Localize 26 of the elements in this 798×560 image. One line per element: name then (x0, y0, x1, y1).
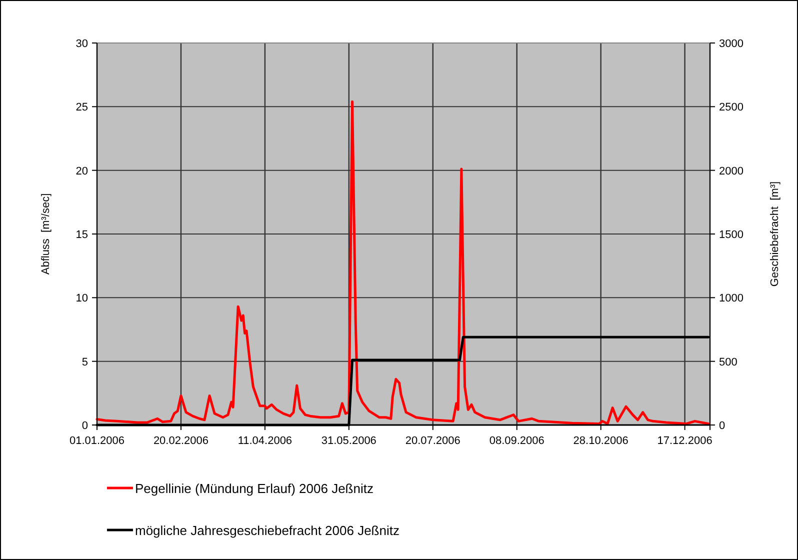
y-tick-label: 25 (76, 102, 88, 114)
x-tick-label: 08.09.2006 (489, 435, 544, 447)
y-tick-label: 0 (82, 420, 88, 432)
y-axis-title: Abfluss [m³/sec] (40, 193, 52, 275)
x-tick-label: 20.07.2006 (405, 435, 460, 447)
y2-tick-label: 1500 (719, 229, 744, 241)
y2-tick-label: 2000 (719, 165, 744, 178)
x-tick-label: 28.10.2006 (573, 435, 628, 447)
y2-tick-label: 1000 (719, 292, 744, 305)
y-tick-label: 20 (76, 165, 88, 178)
x-tick-label: 11.04.2006 (238, 435, 292, 447)
x-tick-label: 20.02.2006 (153, 435, 209, 447)
y-tick-label: 10 (76, 292, 88, 305)
y2-tick-label: 500 (719, 356, 738, 368)
x-tick-label: 31.05.2006 (321, 435, 376, 447)
y2-tick-label: 0 (719, 420, 726, 432)
legend-label: Pegellinie (Mündung Erlauf) 2006 Jeßnitz (135, 481, 374, 496)
y2-tick-label: 3000 (719, 38, 744, 50)
y-tick-label: 30 (76, 38, 88, 50)
legend-label: mögliche Jahresgeschiebefracht 2006 Jeßnitz (135, 523, 400, 538)
y2-axis-title: Geschiebefracht [m³] (769, 181, 781, 287)
y-tick-label: 15 (76, 229, 88, 241)
x-tick-label: 01.01.2006 (69, 435, 125, 447)
y-tick-label: 5 (82, 356, 88, 368)
y2-tick-label: 2500 (719, 102, 744, 114)
x-tick-label: 17.12.2006 (657, 435, 712, 447)
